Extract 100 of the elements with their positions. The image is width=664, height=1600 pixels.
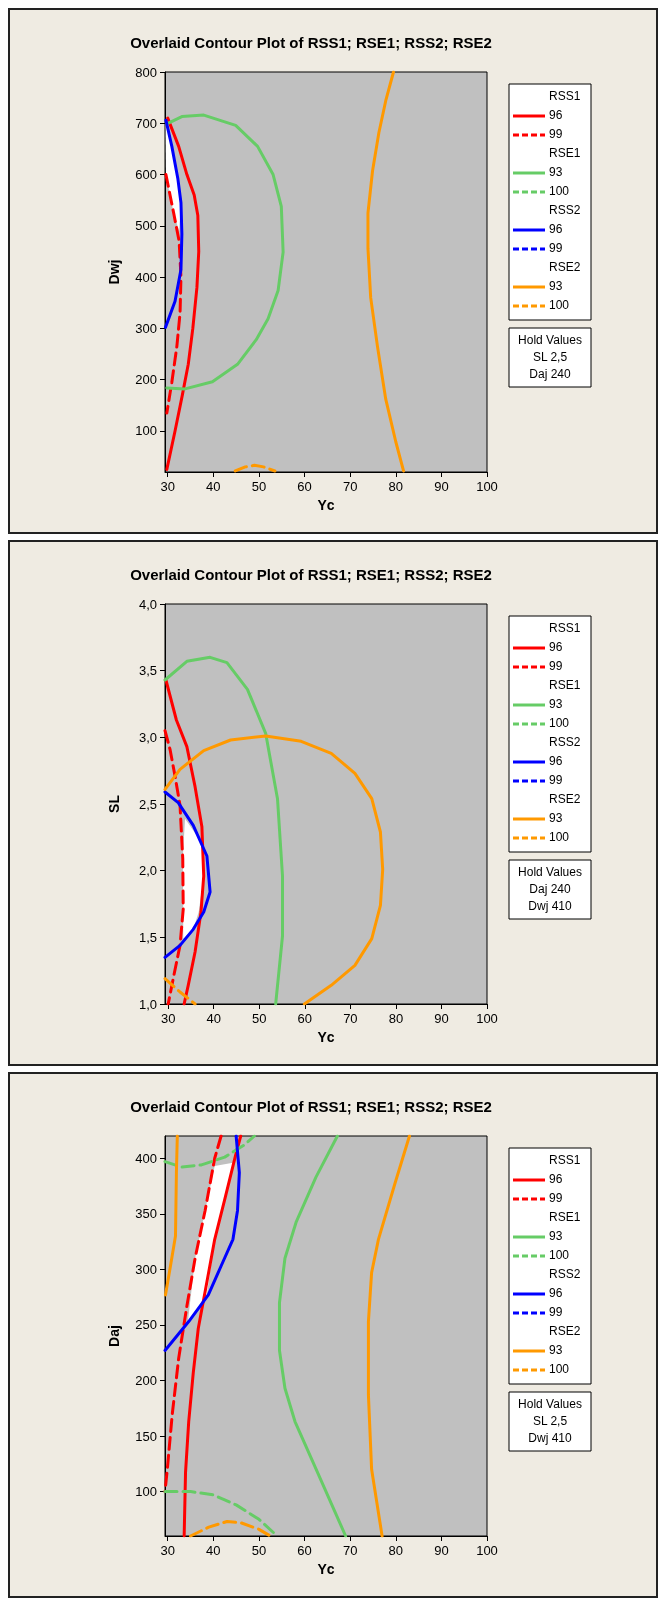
- x-tick-label: 50: [252, 1011, 267, 1026]
- text: Hold Values: [518, 865, 582, 879]
- x-tick-label: 30: [160, 479, 175, 494]
- text: RSE2: [549, 260, 581, 274]
- legend-label: 93: [549, 697, 563, 711]
- line-series: [163, 1134, 256, 1169]
- text: RSE2: [549, 792, 581, 806]
- line-series: [163, 729, 185, 1006]
- y-tick-label: 100: [135, 423, 157, 439]
- text: RSS2: [549, 203, 581, 217]
- y-tick-label: 3,5: [138, 663, 157, 679]
- x-tick-label: 50: [251, 1543, 267, 1558]
- x-tick-label: 70: [342, 1543, 358, 1558]
- legend-label: 96: [549, 1286, 563, 1300]
- legend-label: 96: [549, 640, 563, 654]
- text: RSS2: [549, 735, 581, 749]
- line-series: [163, 118, 184, 329]
- y-tick-label: 600: [135, 167, 157, 183]
- legend-label: 96: [549, 108, 563, 122]
- line-series: [165, 116, 201, 471]
- x-tick-label: 60: [297, 1543, 312, 1558]
- y-tick-label: 400: [135, 269, 157, 285]
- text: RSS1: [549, 89, 581, 103]
- y-tick-label: 300: [135, 320, 157, 336]
- y-tick-label: 350: [135, 1206, 157, 1222]
- line-series: [366, 1134, 411, 1538]
- text: RSS1: [549, 1153, 581, 1167]
- legend-label: 100: [549, 1248, 570, 1262]
- x-tick-label: 90: [434, 1011, 449, 1026]
- legend-label: 100: [549, 184, 570, 198]
- line-series: [164, 678, 206, 1006]
- legend-label: 99: [549, 1305, 563, 1319]
- text: Daj 240: [529, 882, 571, 896]
- legend-label: 99: [549, 1191, 563, 1205]
- y-tick-label: 2,0: [138, 863, 157, 879]
- y-axis-title: SL: [106, 794, 122, 813]
- text: Dwj 410: [528, 1431, 572, 1445]
- legend-label: 93: [549, 811, 563, 825]
- legend-label: 99: [549, 127, 563, 141]
- line-series: [163, 790, 212, 959]
- x-tick-label: 30: [160, 1011, 176, 1026]
- y-tick-label: 2,5: [138, 796, 157, 812]
- x-axis-title: Yc: [317, 496, 335, 513]
- x-tick-label: 50: [251, 479, 267, 494]
- x-tick-label: 30: [160, 1543, 175, 1558]
- chart-title: Overlaid Contour Plot of RSS1; RSE1; RSS2; RSE2: [130, 1098, 492, 1115]
- text: RSE1: [549, 678, 581, 692]
- y-axis-title: Dwj: [106, 259, 122, 285]
- text: SL 2,5: [532, 1414, 568, 1428]
- text: RSS2: [549, 1267, 581, 1281]
- text: Hold Values: [518, 1397, 582, 1411]
- legend-label: 96: [549, 222, 563, 236]
- x-tick-label: 40: [206, 479, 221, 494]
- y-tick-label: 4,0: [138, 596, 157, 612]
- legend-label: 96: [549, 754, 563, 768]
- chart-title: Overlaid Contour Plot of RSS1; RSE1; RSS2; RSE2: [130, 566, 492, 583]
- x-tick-label: 90: [434, 479, 449, 494]
- x-tick-label: 80: [388, 479, 404, 494]
- legend-label: 96: [549, 1172, 563, 1186]
- text: RSE1: [549, 1210, 581, 1224]
- line-series: [163, 734, 385, 1006]
- x-tick-label: 100: [476, 479, 498, 494]
- line-series: [189, 1520, 272, 1538]
- y-tick-label: 700: [135, 115, 157, 131]
- y-tick-label: 1,5: [138, 929, 157, 945]
- y-tick-label: 500: [135, 218, 157, 234]
- y-tick-label: 3,0: [138, 729, 157, 745]
- y-tick-label: 200: [135, 1372, 157, 1388]
- line-series: [366, 70, 406, 473]
- legend-label: 100: [549, 1362, 570, 1376]
- y-tick-label: 800: [135, 64, 157, 80]
- legend-label: 93: [549, 1343, 563, 1357]
- x-tick-label: 70: [343, 1011, 358, 1026]
- y-tick-label: 400: [135, 1150, 157, 1166]
- line-series: [182, 1134, 243, 1538]
- x-axis-title: Yc: [317, 1560, 335, 1577]
- x-tick-label: 60: [297, 479, 312, 494]
- y-tick-label: 1,0: [138, 996, 157, 1012]
- x-tick-label: 40: [206, 1543, 221, 1558]
- legend-label: 93: [549, 1229, 563, 1243]
- legend-label: 93: [549, 165, 563, 179]
- text: RSE1: [549, 146, 581, 160]
- legend-label: 99: [549, 659, 563, 673]
- line-series: [277, 1134, 348, 1538]
- y-tick-label: 150: [135, 1428, 157, 1444]
- legend-label: 99: [549, 241, 563, 255]
- text: Daj 240: [529, 367, 571, 381]
- x-tick-label: 60: [297, 1011, 313, 1026]
- line-series: [163, 1134, 241, 1352]
- legend-label: 99: [549, 773, 563, 787]
- line-series: [163, 1134, 223, 1494]
- y-tick-label: 300: [135, 1261, 157, 1277]
- text: Hold Values: [518, 333, 582, 347]
- legend-label: 100: [549, 830, 570, 844]
- text: RSS1: [549, 621, 581, 635]
- legend-label: 100: [549, 298, 570, 312]
- x-tick-label: 80: [388, 1543, 404, 1558]
- text: RSE2: [549, 1324, 581, 1338]
- x-axis-title: Yc: [317, 1028, 335, 1045]
- chart-title: Overlaid Contour Plot of RSS1; RSE1; RSS2; RSE2: [130, 34, 492, 51]
